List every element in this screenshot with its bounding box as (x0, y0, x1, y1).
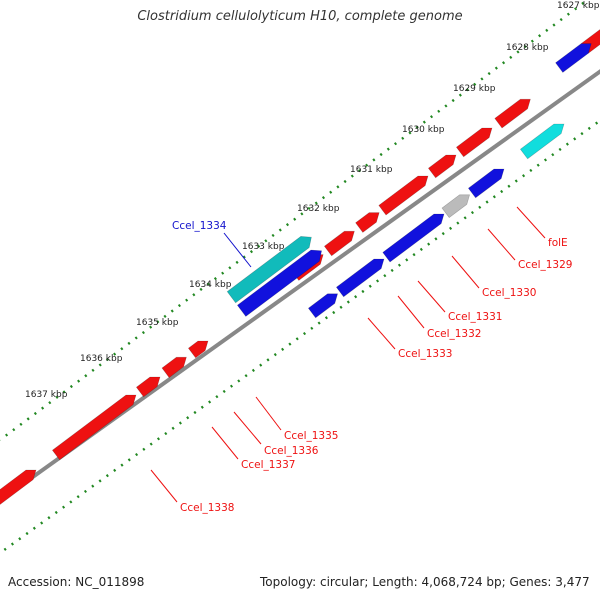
scale-tick-label: 1627 kbp (557, 1, 600, 11)
gene-label-ccel-1331[interactable]: Ccel_1331 (448, 311, 502, 323)
gene-label-ccel-1330[interactable]: Ccel_1330 (482, 287, 536, 299)
label-leader-line (150, 469, 178, 503)
backbone-line (0, 69, 600, 503)
gene-label-ccel-1332[interactable]: Ccel_1332 (427, 328, 481, 340)
gene-features (0, 29, 600, 505)
outer-tick-line (0, 0, 590, 442)
gene-label-ccel-1337[interactable]: Ccel_1337 (241, 459, 295, 471)
scale-tick-label: 1637 kbp (25, 390, 68, 400)
gene-folE-top (494, 98, 531, 129)
scale-tick-label: 1633 kbp (242, 242, 285, 252)
gene-1331 (378, 175, 429, 216)
scale-tick-label: 1635 kbp (136, 318, 179, 328)
accession-text: Accession: NC_011898 (8, 575, 145, 589)
label-leader-line (211, 426, 239, 460)
gene-1335 (187, 340, 209, 359)
scale-tick-labels: 1627 kbp 1628 kbp 1629 kbp 1630 kbp 1631 kbp… (25, 1, 600, 400)
gene-1338b (0, 469, 37, 505)
outer-tick-ring (0, 0, 590, 442)
gene-blue-inner-b (382, 213, 445, 263)
label-leader-line (233, 411, 262, 445)
gene-label-fole[interactable]: folE (548, 237, 568, 249)
scale-tick-label: 1628 kbp (506, 43, 549, 53)
gene-blue-inner-d (307, 293, 339, 319)
gene-label-ccel-1338[interactable]: Ccel_1338 (180, 502, 234, 514)
inner-tick-line (0, 119, 600, 555)
label-leader-line (516, 206, 546, 239)
scale-tick-label: 1632 kbp (297, 204, 340, 214)
gene-1330 (427, 154, 457, 179)
scale-tick-label: 1630 kbp (402, 125, 445, 135)
label-leader-line (223, 232, 252, 268)
label-leader-line (397, 295, 425, 329)
topology-summary: Topology: circular; Length: 4,068,724 bp… (260, 575, 590, 589)
gene-1337 (135, 376, 161, 398)
scale-tick-label: 1636 kbp (80, 354, 123, 364)
gene-1329 (455, 127, 493, 158)
label-leaders (150, 206, 546, 503)
genome-backbone (0, 69, 600, 503)
label-leader-line (255, 396, 282, 431)
gene-labels: folE Ccel_1329 Ccel_1330 Ccel_1331 Ccel_1332… (172, 220, 572, 514)
scale-tick-label: 1629 kbp (453, 84, 496, 94)
label-leader-line (417, 280, 446, 313)
gene-blue-inner-c (335, 258, 385, 298)
gene-1333a (323, 230, 355, 257)
scale-tick-label: 1634 kbp (189, 280, 232, 290)
gene-1334-rna (226, 236, 312, 304)
gene-1332 (355, 212, 380, 233)
gene-cyan-inner (519, 123, 565, 160)
inner-tick-ring (0, 119, 600, 555)
gene-1334-blue (236, 249, 322, 317)
scale-tick-label: 1631 kbp (350, 165, 393, 175)
label-leader-line (367, 317, 396, 350)
gene-label-ccel-1334[interactable]: Ccel_1334 (172, 220, 227, 232)
gene-top-blue (555, 43, 592, 73)
gene-blue-inner-a (467, 168, 505, 199)
gene-1336 (161, 356, 187, 379)
gene-label-ccel-1333[interactable]: Ccel_1333 (398, 348, 452, 360)
label-leader-line (487, 228, 516, 261)
gene-label-ccel-1329[interactable]: Ccel_1329 (518, 259, 572, 271)
label-leader-line (451, 255, 480, 289)
gene-label-ccel-1336[interactable]: Ccel_1336 (264, 445, 319, 457)
gene-1338a (51, 394, 137, 461)
map-title: Clostridium cellulolyticum H10, complete… (137, 9, 463, 24)
gene-gray-inner (441, 194, 471, 219)
gene-label-ccel-1335[interactable]: Ccel_1335 (284, 430, 338, 442)
